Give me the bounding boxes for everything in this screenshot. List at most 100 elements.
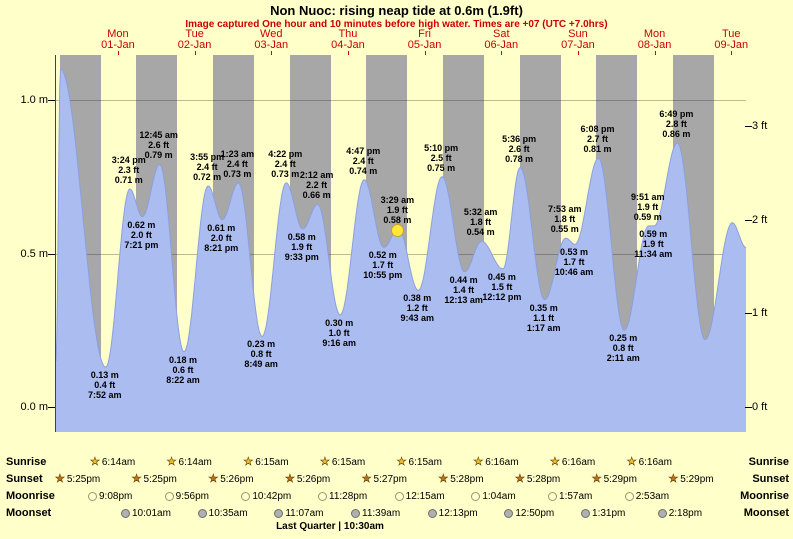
tide-label-line: 0.59 m [639, 228, 668, 239]
tide-label-line: 1.4 ft [453, 284, 475, 295]
tide-label-line: 0.8 ft [612, 343, 634, 354]
tide-label-line: 5:36 pm [502, 133, 537, 144]
sunrise-icon: ★ [396, 456, 407, 469]
sunset-time: ★ 5:25pm [131, 473, 177, 486]
tide-label-line: 3:24 pm [111, 155, 146, 166]
tide-high-label: 2:12 am 2.2 ft 0.66 m [285, 170, 349, 200]
tide-low-label: 0.38 m 1.2 ft 9:43 am [385, 293, 449, 323]
tide-label-line: 0.18 m [168, 354, 197, 365]
sunset-time: ★ 5:26pm [208, 473, 254, 486]
tide-label-line: 2.2 ft [306, 180, 328, 191]
tide-label-line: 8:49 am [244, 359, 278, 370]
tide-label-line: 1.8 ft [554, 214, 576, 225]
tide-label-line: 0.4 ft [94, 380, 116, 391]
tide-low-label: 0.62 m 2.0 ft 7:21 pm [109, 220, 173, 250]
tide-label-line: 12:12 pm [482, 291, 522, 302]
capture-time-marker-icon [391, 224, 404, 237]
tide-label-line: 2.4 ft [196, 161, 218, 172]
day-label: Thu 04-Jan [316, 29, 380, 51]
day-date: 02-Jan [177, 39, 212, 51]
moonset-icon [274, 508, 284, 518]
tide-high-label: 6:08 pm 2.7 ft 0.81 m [566, 124, 630, 154]
tide-label-line: 7:21 pm [124, 239, 159, 250]
time-text: 12:50pm [515, 508, 555, 519]
time-text: 6:14am [101, 457, 136, 468]
time-text: 11:07am [285, 508, 324, 519]
sunset-row-label-left: Sunset [6, 473, 43, 485]
tide-label-line: 6:08 pm [580, 124, 615, 135]
tide-high-label: 4:22 pm 2.4 ft 0.73 m [253, 149, 317, 179]
sunset-time: ★ 5:28pm [515, 474, 561, 486]
tide-low-label: 0.59 m 1.9 ft 11:34 am [621, 229, 685, 259]
tide-label-line: 0.62 m [127, 219, 156, 230]
tide-label-line: 1.7 ft [563, 257, 585, 268]
tide-label-line: 0.54 m [466, 227, 495, 238]
tide-label-line: 9:51 am [630, 191, 665, 202]
moon-phase-note: Last Quarter | 10:30am [276, 521, 384, 532]
time-text: 5:29pm [603, 474, 637, 485]
moonrise-icon [624, 491, 634, 501]
tide-label-line: 0.66 m [302, 190, 331, 201]
tide-label-line: 1.1 ft [533, 312, 555, 323]
moonset-time: 11:07am [274, 508, 324, 519]
moonset-icon [657, 508, 667, 518]
tide-label-line: 0.30 m [325, 317, 354, 328]
time-text: 5:26pm [220, 474, 254, 485]
tide-label-line: 0.55 m [550, 224, 579, 235]
tide-high-label: 5:10 pm 2.5 ft 0.75 m [409, 143, 473, 173]
time-text: 10:35am [208, 508, 248, 519]
sunrise-icon: ★ [243, 456, 254, 469]
sunset-icon: ★ [285, 473, 295, 486]
day-label: Fri 05-Jan [393, 29, 457, 51]
tide-label-line: 0.38 m [403, 293, 432, 304]
tide-label-line: 0.73 m [223, 168, 252, 179]
tide-high-label: 3:29 am 1.9 ft 0.58 m [365, 195, 429, 225]
day-name: Mon [643, 28, 666, 40]
tide-label-line: 0.23 m [247, 339, 276, 350]
day-date: 01-Jan [101, 39, 135, 51]
tide-label-line: 5:10 pm [424, 142, 459, 153]
moonrise-icon [164, 491, 174, 501]
day-date: 04-Jan [331, 39, 365, 51]
tide-low-label: 0.61 m 2.0 ft 8:21 pm [189, 223, 253, 253]
tide-label-line: 10:46 am [554, 267, 594, 278]
tide-label-line: 2:12 am [299, 170, 334, 181]
tide-label-line: 2:11 am [606, 353, 640, 364]
tide-high-label: 12:45 am 2.6 ft 0.79 m [127, 130, 191, 160]
time-text: 5:28pm [526, 474, 561, 485]
moonrise-icon [318, 491, 327, 501]
sunset-icon: ★ [208, 473, 219, 486]
sunrise-time: ★ 6:14am [90, 457, 136, 469]
day-label: Sat 06-Jan [469, 29, 533, 51]
day-name: Tue [185, 28, 204, 40]
time-text: 6:16am [485, 457, 519, 468]
tide-label-line: 9:33 pm [284, 251, 319, 262]
tide-high-label: 6:49 pm 2.8 ft 0.86 m [644, 109, 708, 139]
day-tick [117, 51, 119, 55]
tide-low-label: 0.44 m 1.4 ft 12:13 am [432, 275, 496, 305]
time-text: 1:04am [482, 491, 516, 502]
axis-tick [48, 253, 55, 255]
moonrise-icon [88, 491, 97, 501]
y-axis-label-m: 0.5 m [20, 247, 48, 260]
tide-label-line: 7:53 am [548, 204, 582, 215]
tide-label-line: 11:34 am [634, 248, 673, 259]
axis-tick [745, 407, 752, 408]
y-axis-label-ft: 0 ft [752, 401, 768, 413]
moonset-icon [351, 508, 360, 518]
tide-label-line: 0.81 m [583, 144, 612, 155]
sunset-icon: ★ [131, 473, 142, 486]
tide-label-line: 2.8 ft [665, 118, 687, 129]
time-text: 11:28pm [329, 491, 368, 502]
tide-label-line: 9:43 am [400, 313, 435, 324]
day-tick [424, 51, 426, 55]
moonset-row-label-left: Moonset [6, 507, 52, 519]
sunrise-icon: ★ [473, 456, 484, 469]
time-text: 5:26pm [296, 474, 331, 485]
tide-label-line: 4:47 pm [346, 145, 381, 156]
tide-label-line: 2.6 ft [148, 140, 170, 151]
y-axis-label-m: 0.0 m [20, 401, 48, 413]
tide-label-line: 0.61 m [207, 222, 236, 233]
tide-label-line: 0.78 m [505, 153, 534, 164]
day-name: Sun [568, 28, 588, 40]
